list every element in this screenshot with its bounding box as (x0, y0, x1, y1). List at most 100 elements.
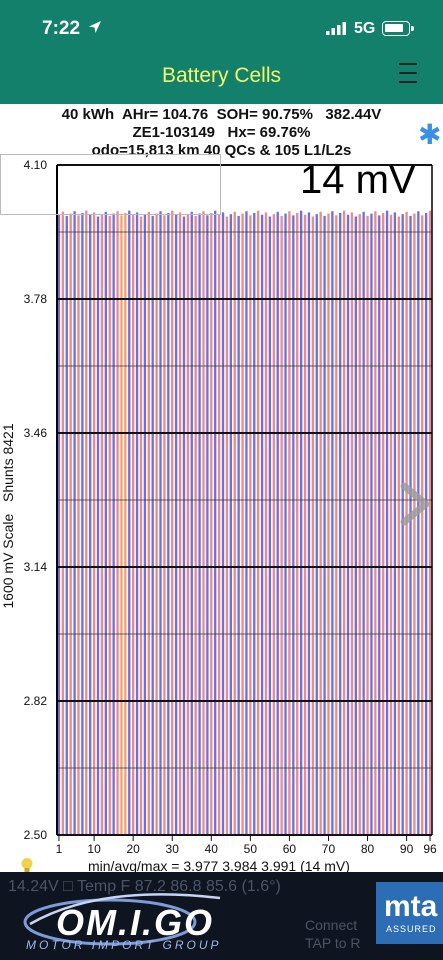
cell-bar (186, 214, 190, 835)
app-header: 7:22 5G Battery Cells (0, 0, 443, 104)
cell-bar (276, 211, 279, 835)
cell-bar (198, 213, 201, 835)
cell-bar (409, 215, 412, 836)
header-info-line2: ZE1-103149 Hx= 69.76% (132, 124, 311, 141)
cell-bar (217, 214, 221, 835)
cell-bar (366, 215, 369, 836)
x-tick-label: 10 (87, 842, 101, 856)
banner-connect-line2: TAP to R (305, 935, 361, 951)
cell-bar (417, 211, 420, 836)
cell-bar (311, 216, 315, 835)
cell-bar (358, 214, 361, 835)
cell-bar (57, 214, 61, 835)
cell-bar (331, 211, 334, 836)
cell-bar (108, 215, 111, 836)
lightbulb-icon[interactable] (20, 857, 34, 875)
x-tick-label: 50 (244, 842, 258, 856)
x-tick-label: 96 (423, 842, 437, 856)
cell-bar (257, 210, 260, 835)
x-tick-label: 1 (56, 842, 63, 856)
cell-bar (135, 212, 139, 835)
status-time: 7:22 (42, 18, 81, 39)
logo-swoosh-icon (23, 893, 221, 946)
cell-bar (225, 216, 229, 835)
cell-bar (73, 211, 76, 836)
x-tick-label: 90 (400, 842, 414, 856)
cell-bar (339, 212, 342, 836)
cell-bar (397, 216, 400, 835)
banner-status-text: 14.24V □ Temp F 87.2 86.8 85.6 (1.6°) (8, 878, 281, 895)
cell-bar (268, 216, 272, 835)
cell-bar (264, 212, 268, 835)
cell-bar (296, 212, 299, 836)
signal-icon (326, 22, 346, 35)
x-tick-label: 20 (126, 842, 140, 856)
cell-bar (280, 215, 283, 836)
cell-bar (307, 212, 311, 835)
cell-bar (413, 213, 416, 835)
cell-bar (171, 210, 174, 835)
cell-bar (202, 211, 205, 836)
cell-bar (128, 210, 131, 835)
mta-badge (376, 882, 443, 944)
cell-bar (335, 215, 338, 835)
cell-bar (260, 214, 264, 835)
cell-bar (428, 210, 432, 835)
star-icon[interactable]: ✱ (418, 119, 442, 150)
cell-bar (354, 216, 357, 835)
chevron-right-icon[interactable] (398, 482, 432, 526)
cell-bar (233, 211, 236, 835)
logo-text: OM.I.GO (56, 902, 214, 943)
x-tick-label: 60 (283, 842, 297, 856)
menu-icon[interactable] (398, 63, 418, 85)
cell-bar (139, 216, 143, 835)
cell-bar (421, 215, 424, 835)
location-arrow-icon (89, 21, 101, 33)
cell-bar (206, 215, 209, 835)
cell-bar (104, 211, 107, 835)
cell-bar (112, 213, 115, 835)
cell-bar (319, 211, 322, 835)
cell-bar (374, 211, 377, 836)
cell-bar (393, 212, 397, 835)
mta-badge-subtitle: ASSURED (386, 924, 437, 934)
network-label: 5G (354, 20, 376, 37)
sponsor-banner: 14.24V □ Temp F 87.2 86.8 85.6 (1.6°) Co… (0, 872, 443, 960)
y-tick-label: 3.14 (24, 560, 48, 574)
cell-bar (241, 213, 244, 835)
cell-bar (362, 211, 365, 835)
y-tick-label: 2.50 (24, 828, 48, 842)
cell-bar (323, 215, 326, 836)
cell-bar (132, 214, 135, 835)
cell-bar (116, 211, 119, 836)
cell-bar (249, 215, 252, 835)
cell-bar (229, 214, 232, 835)
cell-bar (92, 212, 96, 835)
cell-bar (382, 212, 385, 836)
cell-bar (245, 211, 248, 836)
cell-bar (214, 210, 217, 835)
cell-bar (100, 214, 104, 835)
cell-bar (370, 213, 373, 835)
logo-subtitle: MOTOR IMPORT GROUP (26, 938, 222, 952)
cell-bar (96, 216, 100, 835)
cell-bar (327, 213, 330, 835)
x-tick-label: 80 (361, 842, 375, 856)
cell-bar (284, 213, 287, 835)
cell-bar (272, 214, 275, 835)
cell-bar (65, 215, 68, 836)
y-tick-label: 4.10 (24, 158, 48, 172)
cell-bar (190, 211, 193, 835)
cell-bar (81, 212, 84, 836)
cell-bar (315, 214, 318, 835)
y-tick-label: 3.46 (24, 426, 48, 440)
cell-bar (77, 215, 80, 835)
cell-bar (378, 215, 381, 835)
cell-bar (350, 212, 354, 835)
cell-bar (194, 215, 197, 836)
cell-bar (237, 215, 240, 836)
cell-bar (346, 214, 350, 835)
cell-bar (303, 214, 307, 835)
cell-bar (221, 212, 225, 835)
cell-bar (143, 214, 147, 835)
